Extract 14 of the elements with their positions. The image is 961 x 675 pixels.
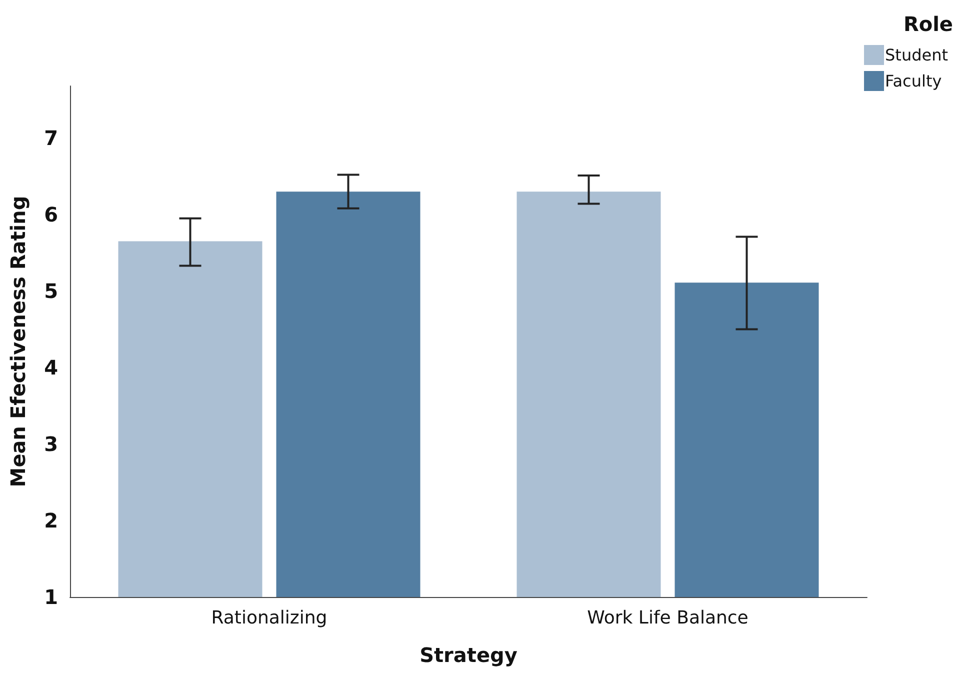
y-tick-label: 4 <box>44 356 58 380</box>
legend-title: Role <box>903 12 953 36</box>
y-tick-label: 3 <box>44 432 58 456</box>
y-tick-label: 6 <box>44 202 58 227</box>
legend-label: Faculty <box>885 72 942 90</box>
x-axis-title: Strategy <box>420 643 518 667</box>
y-tick-label: 5 <box>44 279 58 304</box>
x-tick-label: Work Life Balance <box>587 608 748 628</box>
y-tick-label: 2 <box>44 508 58 533</box>
y-tick-label: 1 <box>44 585 58 609</box>
y-tick-label: 7 <box>44 126 58 150</box>
y-axis-title: Mean Efectiveness Rating <box>6 196 30 488</box>
legend-label: Student <box>885 46 948 64</box>
x-tick-label: Rationalizing <box>211 608 328 628</box>
